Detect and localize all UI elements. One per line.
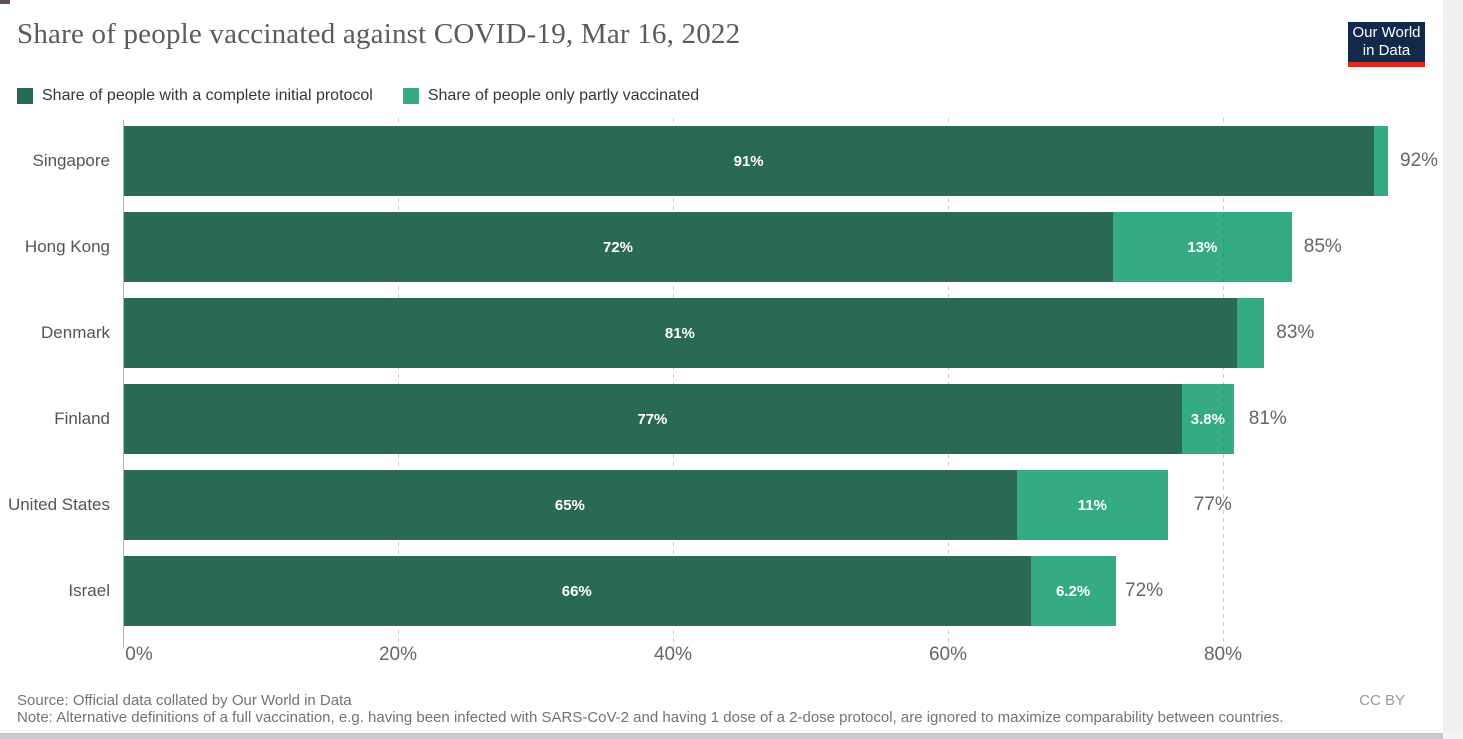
legend-swatch-complete-icon bbox=[17, 88, 33, 104]
legend-label-partly: Share of people only partly vaccinated bbox=[427, 87, 700, 104]
legend: Share of people with a complete initial … bbox=[17, 87, 699, 105]
bar-value-label: 3.8% bbox=[1190, 410, 1225, 428]
legend-swatch-partly-icon bbox=[402, 88, 419, 104]
x-tick-label-80%: 80% bbox=[1203, 644, 1243, 665]
bar-value-label: 91% bbox=[733, 152, 764, 170]
page-background-strip bbox=[1443, 8, 1463, 739]
bar-value-label: 11% bbox=[1077, 496, 1107, 514]
legend-item-partly[interactable]: Share of people only partly vaccinated bbox=[402, 87, 700, 105]
chart-card: Share of people vaccinated against COVID… bbox=[0, 0, 1443, 733]
note-text: Note: Alternative definitions of a full … bbox=[17, 709, 1284, 726]
gridline-60% bbox=[948, 118, 949, 648]
country-label: Singapore bbox=[32, 151, 110, 170]
country-label: Finland bbox=[54, 409, 110, 428]
bar-stack[interactable]: 66% 6.2% bbox=[123, 556, 1116, 626]
source-text: Source: Official data collated by Our Wo… bbox=[17, 692, 352, 709]
bar-row-finland: Finland 77% 3.8% 81% bbox=[0, 384, 1443, 454]
bar-value-label: 66% bbox=[561, 582, 592, 600]
horizontal-scrollbar[interactable] bbox=[0, 733, 1443, 739]
bar-segment-complete[interactable]: 65% bbox=[123, 470, 1017, 540]
bar-value-label: 13% bbox=[1187, 238, 1218, 256]
scrollbar-corner bbox=[1443, 733, 1463, 739]
bar-stack[interactable]: 72% 13% bbox=[123, 212, 1292, 282]
bar-segment-complete[interactable]: 72% bbox=[123, 212, 1113, 282]
gridline-80% bbox=[1223, 118, 1224, 648]
bar-segment-complete[interactable]: 91% bbox=[123, 126, 1375, 196]
bar-segment-partly[interactable]: 11% bbox=[1016, 470, 1168, 540]
country-label: United States bbox=[7, 495, 110, 514]
legend-item-complete[interactable]: Share of people with a complete initial … bbox=[17, 87, 373, 105]
country-label: Denmark bbox=[41, 323, 110, 342]
bar-row-denmark: Denmark 81% 83% bbox=[0, 298, 1443, 368]
bar-total-label: 81% bbox=[1248, 408, 1287, 429]
bar-value-label: 81% bbox=[664, 324, 695, 342]
bar-total-label: 83% bbox=[1276, 322, 1315, 343]
bar-value-label: 77% bbox=[637, 410, 668, 428]
country-label: Israel bbox=[68, 581, 110, 600]
screen-corner-artifact bbox=[0, 0, 10, 4]
x-tick-label-20%: 20% bbox=[378, 644, 418, 665]
bar-stack[interactable]: 91% bbox=[123, 126, 1388, 196]
bar-row-israel: Israel 66% 6.2% 72% bbox=[0, 556, 1443, 626]
bar-stack[interactable]: 77% 3.8% bbox=[123, 384, 1234, 454]
bar-value-label: 6.2% bbox=[1056, 582, 1091, 600]
owid-logo-line1: Our World bbox=[1352, 23, 1421, 41]
bar-row-united-states: United States 65% 11% 77% bbox=[0, 470, 1443, 540]
bar-total-label: 85% bbox=[1303, 236, 1342, 257]
bar-segment-partly[interactable]: 6.2% bbox=[1030, 556, 1116, 626]
x-axis-zero-line bbox=[123, 120, 124, 648]
owid-logo[interactable]: Our World in Data bbox=[1348, 22, 1425, 67]
x-tick-label-40%: 40% bbox=[653, 644, 693, 665]
bar-value-label: 72% bbox=[602, 238, 634, 256]
gridline-40% bbox=[673, 118, 674, 648]
bar-segment-partly[interactable] bbox=[1236, 298, 1265, 368]
license-link[interactable]: CC BY bbox=[1359, 692, 1405, 709]
bar-segment-complete[interactable]: 66% bbox=[123, 556, 1031, 626]
bar-total-label: 72% bbox=[1125, 580, 1164, 601]
owid-logo-line2: in Data bbox=[1362, 42, 1411, 59]
bar-row-hong-kong: Hong Kong 72% 13% 85% bbox=[0, 212, 1443, 282]
bar-segment-complete[interactable]: 81% bbox=[123, 298, 1237, 368]
bar-segment-partly[interactable]: 13% bbox=[1113, 212, 1292, 282]
bar-segment-partly[interactable]: 3.8% bbox=[1181, 384, 1234, 454]
x-tick-label-0%: 0% bbox=[125, 644, 153, 665]
page-title: Share of people vaccinated against COVID… bbox=[17, 18, 741, 50]
gridline-20% bbox=[398, 118, 399, 648]
bar-row-singapore: Singapore 91% 92% bbox=[0, 126, 1443, 196]
bar-stack[interactable]: 81% bbox=[123, 298, 1265, 368]
bar-segment-partly[interactable] bbox=[1374, 126, 1388, 196]
plot-area: 0% 20% 40% 60% 80% Singapore 91% 92% Hong Kong 72… bbox=[0, 118, 1443, 665]
bar-value-label: 65% bbox=[554, 496, 585, 514]
bar-stack[interactable]: 65% 11% bbox=[123, 470, 1168, 540]
bar-total-label: 77% bbox=[1193, 494, 1232, 515]
legend-label-complete: Share of people with a complete initial … bbox=[42, 87, 373, 104]
country-label: Hong Kong bbox=[24, 237, 110, 256]
bar-segment-complete[interactable]: 77% bbox=[123, 384, 1182, 454]
x-tick-label-60%: 60% bbox=[928, 644, 968, 665]
bar-total-label: 92% bbox=[1400, 150, 1439, 171]
